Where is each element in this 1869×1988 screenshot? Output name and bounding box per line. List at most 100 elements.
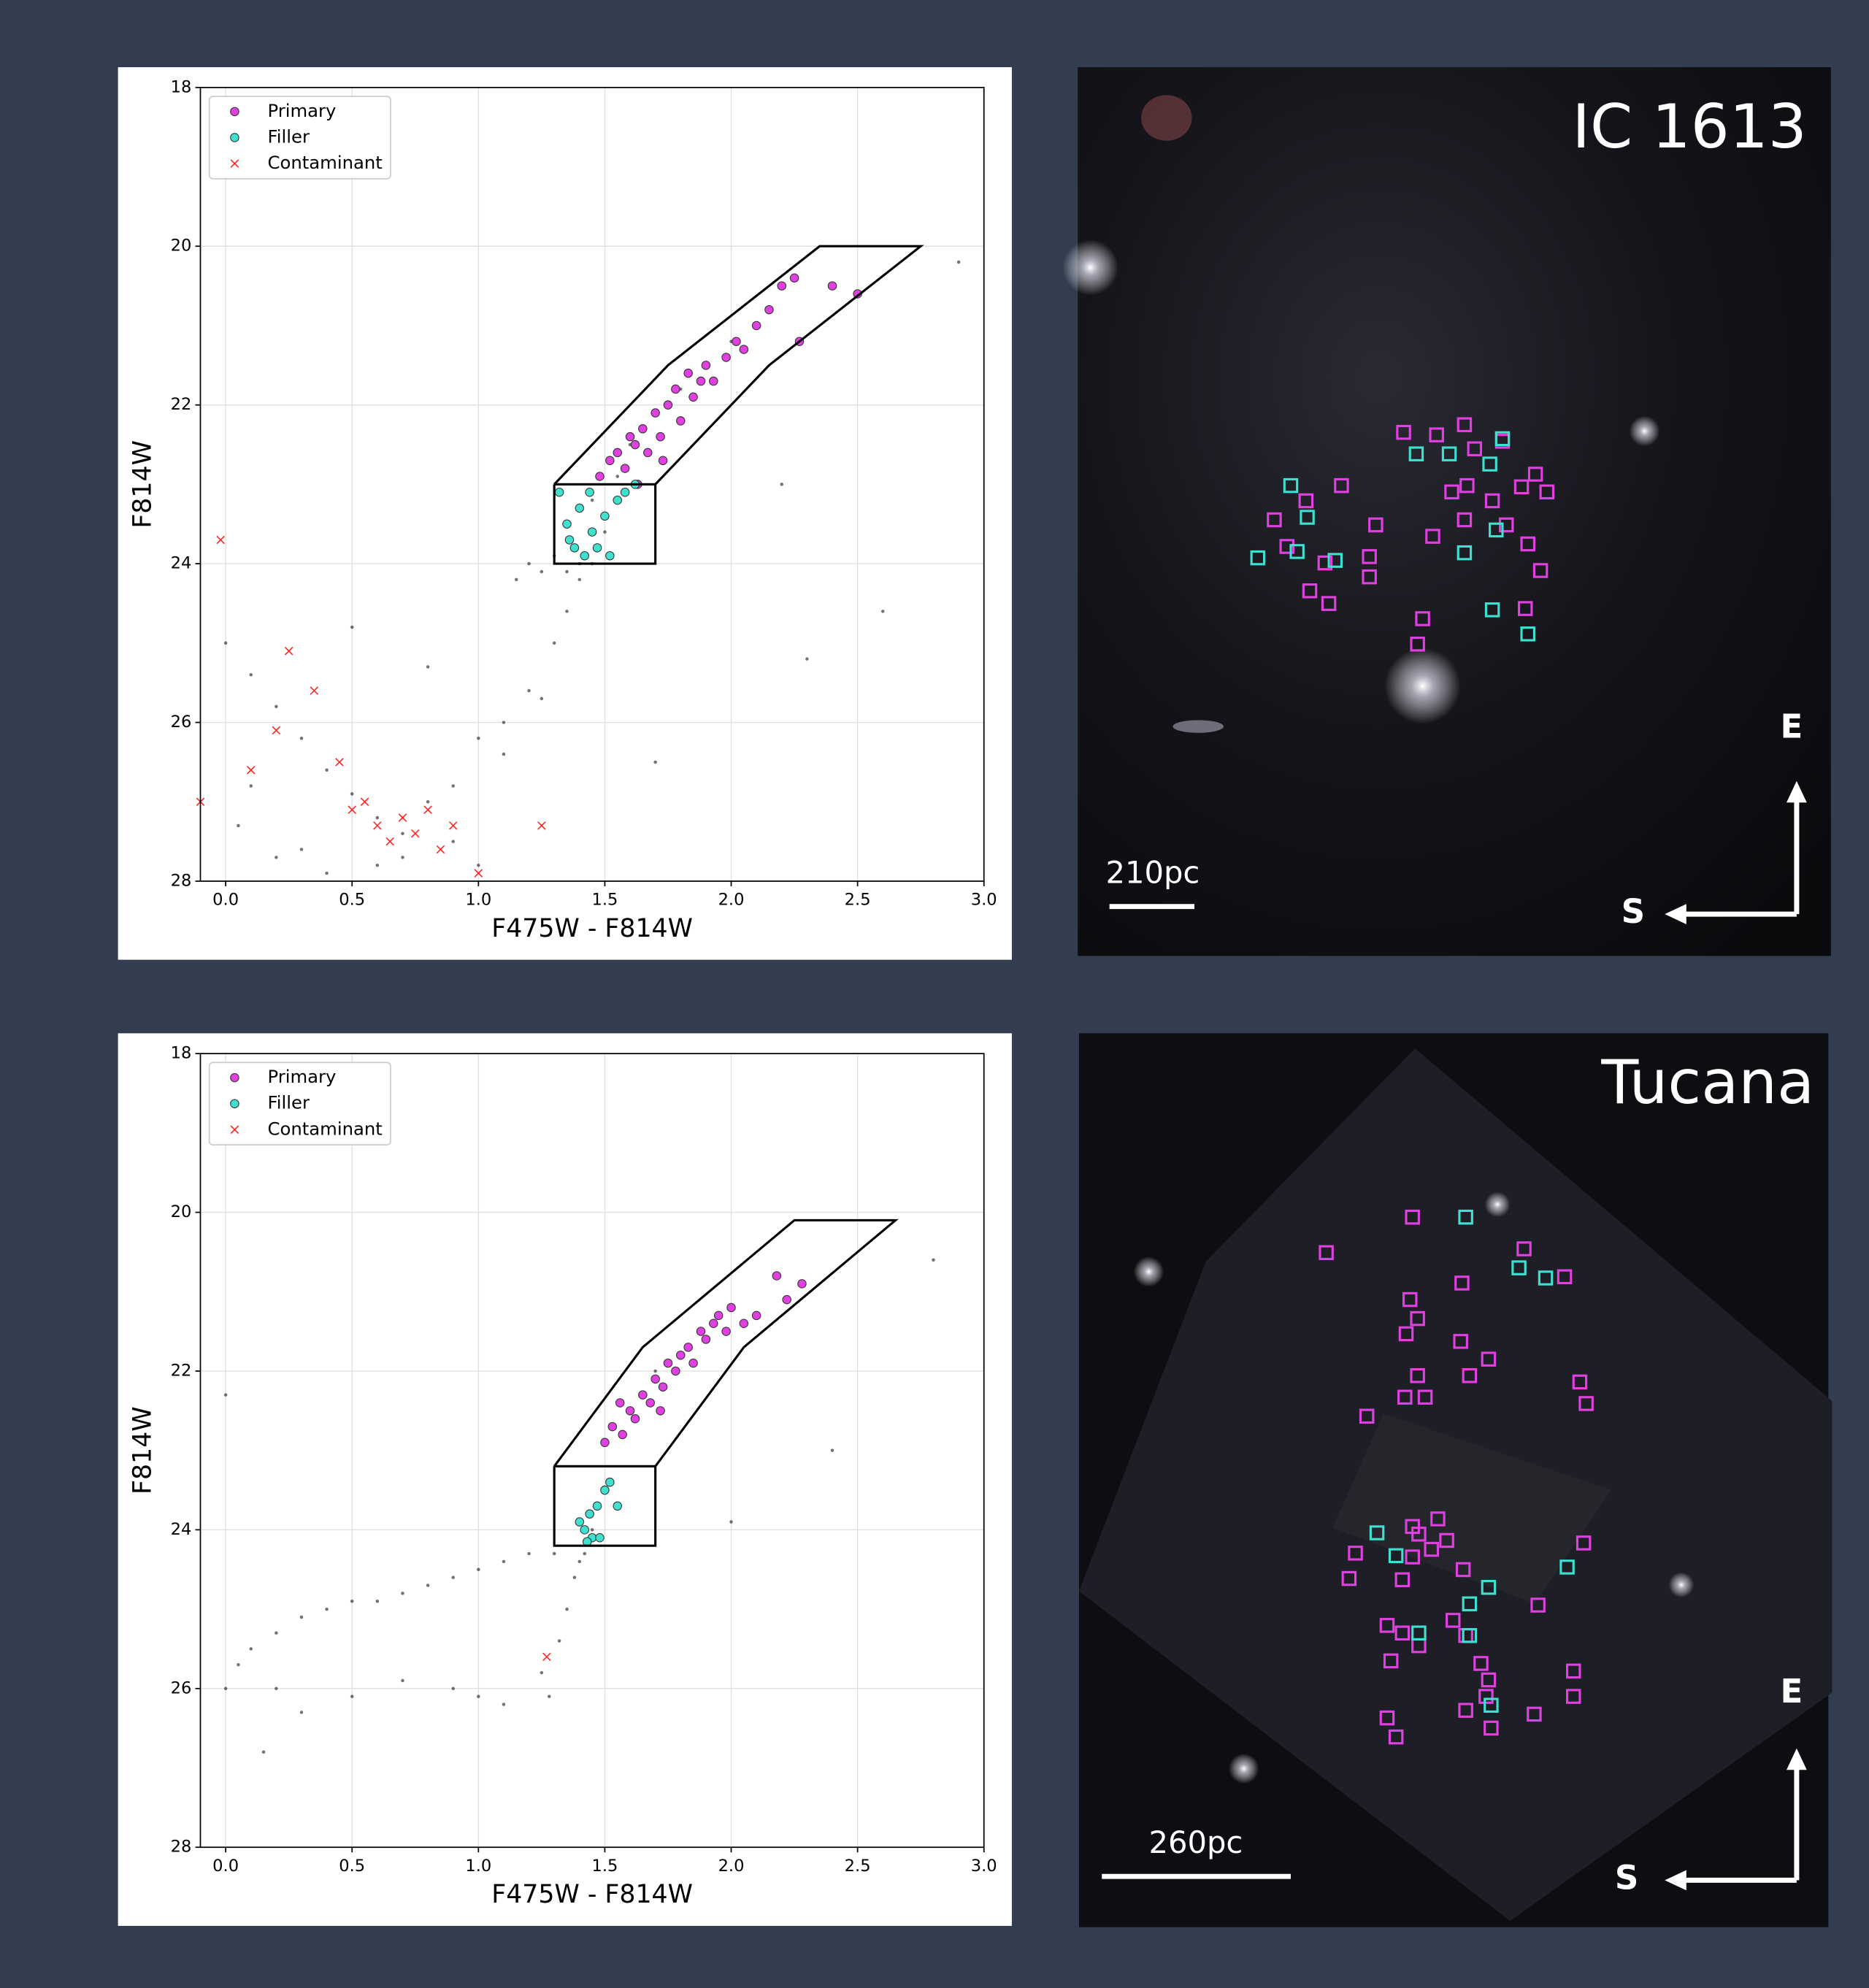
- target-marker: [772, 1272, 780, 1280]
- field-star: [578, 578, 582, 582]
- field-star: [249, 784, 253, 788]
- field-star: [477, 864, 480, 867]
- y-tick-label: 22: [171, 395, 192, 414]
- field-star: [615, 475, 619, 478]
- image-title: Tucana: [1600, 1047, 1814, 1118]
- image-panel: Tucana 260pc E S: [1079, 1033, 1832, 1927]
- field-star: [729, 1520, 733, 1524]
- target-marker: [608, 1422, 616, 1430]
- chart-panel: 0.00.51.01.52.02.53.0182022242628F475W -…: [118, 1033, 1012, 1926]
- target-marker: [231, 1073, 239, 1081]
- legend-label: Contaminant: [268, 1118, 383, 1139]
- compass-south: S: [1622, 892, 1646, 931]
- y-tick-label: 28: [171, 1838, 192, 1857]
- target-marker: [580, 1526, 588, 1534]
- x-tick-label: 0.5: [339, 1857, 365, 1876]
- field-star: [451, 1687, 455, 1691]
- target-marker: [710, 1319, 718, 1327]
- target-marker: [631, 1414, 639, 1422]
- x-tick-label: 1.0: [465, 1857, 491, 1876]
- field-star: [881, 610, 885, 613]
- target-marker: [684, 1343, 692, 1351]
- target-marker: [684, 369, 692, 377]
- chart-panel: 0.00.51.01.52.02.53.0182022242628F475W -…: [118, 67, 1012, 960]
- image-panel: IC 1613 210pc E S: [1062, 67, 1830, 956]
- target-marker: [618, 1430, 626, 1438]
- x-tick-label: 0.5: [339, 890, 365, 909]
- field-star: [548, 1695, 551, 1698]
- x-tick-label: 3.0: [971, 1857, 997, 1876]
- field-star: [224, 1687, 228, 1691]
- field-star: [805, 657, 809, 661]
- field-star: [451, 840, 455, 843]
- target-marker: [580, 551, 588, 559]
- field-star: [376, 816, 380, 820]
- field-star: [565, 570, 569, 574]
- field-star: [325, 768, 329, 772]
- target-marker: [626, 1407, 634, 1415]
- target-marker: [740, 345, 748, 353]
- target-marker: [752, 1311, 760, 1319]
- y-tick-label: 20: [171, 1202, 192, 1221]
- y-tick-label: 22: [171, 1361, 192, 1380]
- field-star: [275, 705, 278, 709]
- target-marker: [588, 528, 596, 536]
- target-marker: [656, 1407, 664, 1415]
- field-star: [249, 673, 253, 677]
- target-marker: [606, 551, 614, 559]
- figure: 0.00.51.01.52.02.53.0182022242628F475W -…: [0, 0, 1869, 1988]
- target-marker: [732, 337, 740, 345]
- target-marker: [646, 1399, 654, 1407]
- field-star: [275, 1687, 278, 1691]
- field-star: [401, 1592, 404, 1595]
- field-star: [932, 1259, 935, 1262]
- x-tick-label: 0.0: [212, 890, 239, 909]
- field-star: [583, 1552, 586, 1556]
- y-tick-label: 18: [171, 1044, 192, 1063]
- x-tick-label: 2.5: [845, 1857, 871, 1876]
- field-star: [224, 1393, 228, 1397]
- target-marker: [702, 1335, 710, 1343]
- target-marker: [613, 1502, 621, 1510]
- target-marker: [586, 488, 594, 496]
- y-tick-label: 20: [171, 237, 192, 256]
- target-marker: [710, 377, 718, 385]
- field-star: [451, 1576, 455, 1579]
- y-axis-label: F814W: [128, 440, 157, 529]
- target-marker: [659, 456, 667, 464]
- target-marker: [651, 1375, 659, 1383]
- field-star: [275, 856, 278, 859]
- field-star: [401, 1679, 404, 1683]
- field-star: [300, 737, 304, 740]
- target-marker: [722, 353, 730, 361]
- target-marker: [231, 134, 239, 142]
- target-marker: [593, 544, 601, 552]
- field-star: [957, 261, 961, 264]
- target-marker: [752, 321, 760, 329]
- field-star: [527, 689, 531, 693]
- field-star: [591, 1528, 594, 1532]
- field-star: [502, 1703, 506, 1706]
- y-tick-label: 28: [171, 871, 192, 890]
- field-star: [502, 721, 506, 724]
- field-star: [426, 1584, 430, 1587]
- field-star: [653, 1370, 657, 1373]
- target-marker: [677, 417, 685, 425]
- target-marker: [231, 107, 239, 115]
- field-star: [350, 626, 354, 629]
- target-marker: [593, 1502, 601, 1510]
- y-axis-label: F814W: [128, 1406, 157, 1494]
- field-star: [237, 824, 240, 828]
- target-marker: [672, 385, 680, 393]
- field-star: [249, 1647, 253, 1651]
- field-star: [527, 562, 531, 566]
- field-star: [401, 856, 404, 859]
- target-marker: [596, 472, 604, 480]
- target-marker: [231, 1099, 239, 1108]
- target-marker: [596, 1534, 604, 1542]
- x-axis-label: F475W - F814W: [491, 914, 693, 943]
- target-marker: [644, 448, 652, 456]
- y-tick-label: 26: [171, 713, 192, 732]
- target-marker: [696, 377, 705, 385]
- target-marker: [727, 1303, 735, 1311]
